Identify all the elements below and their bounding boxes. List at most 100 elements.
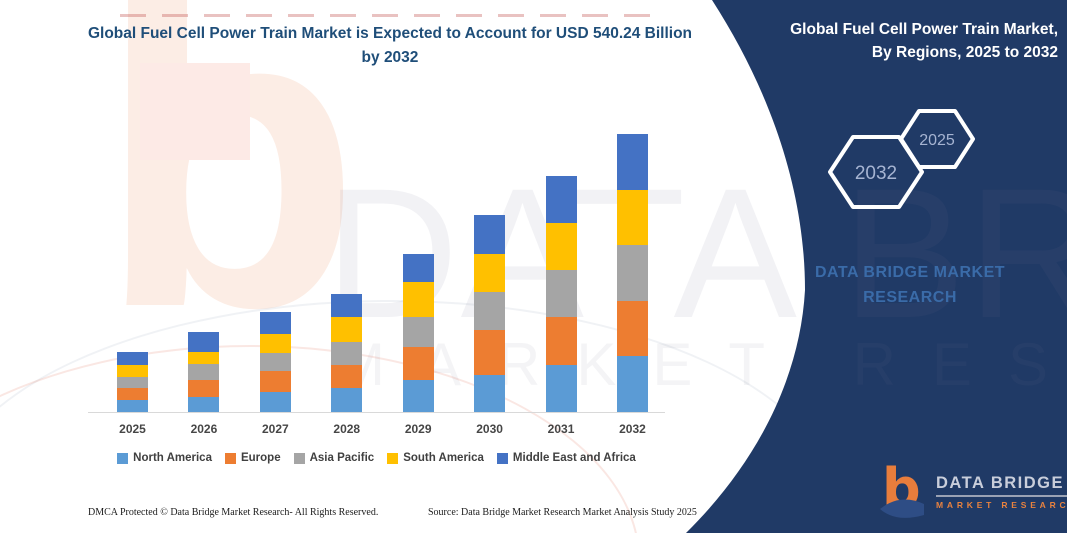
bar-segment-2029 <box>402 346 434 381</box>
bar-segment-2028 <box>331 388 363 412</box>
watermark-wordmark-sub: MARKET RESEARCH <box>335 331 1067 398</box>
panel-title-line2: By Regions, 2025 to 2032 <box>871 44 1058 62</box>
bar-segment-2026 <box>188 396 220 412</box>
x-tick-2032: 2032 <box>619 422 646 436</box>
bar-segment-2028 <box>331 317 363 342</box>
bar-segment-2029 <box>402 316 434 347</box>
legend-swatch <box>117 452 129 464</box>
bar-segment-2028 <box>331 341 363 366</box>
legend-item: Middle East and Africa <box>496 452 636 464</box>
bar-segment-2032 <box>616 189 648 246</box>
chart-title: Global Fuel Cell Power Train Market is E… <box>87 25 693 67</box>
bar-2031 <box>545 175 577 412</box>
bar-segment-2032 <box>616 300 648 357</box>
databridge-logo: b DATA BRIDGE MARKET RESEARCH <box>878 463 1067 521</box>
bar-segment-2028 <box>331 365 363 389</box>
bar-segment-2025 <box>117 387 148 400</box>
panel-brand-line2: RESEARCH <box>863 288 957 306</box>
bar-segment-2032 <box>616 356 648 412</box>
bar-segment-2027 <box>259 312 291 334</box>
swoosh-shape <box>686 0 1067 533</box>
bar-2027 <box>259 312 291 412</box>
legend-item: Europe <box>224 452 281 464</box>
top-dashed-line <box>120 14 665 17</box>
legend-label: Middle East and Africa <box>512 452 636 464</box>
footer-source-text: Source: Data Bridge Market Research Mark… <box>428 507 697 518</box>
legend-swatch <box>224 452 236 464</box>
legend-label: North America <box>133 452 212 464</box>
logo-tagline: MARKET RESEARCH <box>936 500 1067 510</box>
bar-segment-2025 <box>117 377 148 388</box>
bar-segment-2031 <box>545 175 577 223</box>
bar-segment-2030 <box>474 374 506 412</box>
x-tick-2025: 2025 <box>119 422 146 436</box>
legend-item: Asia Pacific <box>293 452 375 464</box>
legend-label: Asia Pacific <box>309 452 375 464</box>
bar-segment-2026 <box>188 380 220 397</box>
x-tick-2029: 2029 <box>404 422 432 436</box>
logo-text: DATA BRIDGE MARKET RESEARCH <box>936 474 1067 510</box>
bar-segment-2029 <box>402 282 434 317</box>
x-tick-2031: 2031 <box>547 422 575 436</box>
bar-segment-2026 <box>188 363 220 381</box>
hexagon-2025-label: 2025 <box>919 132 955 149</box>
stacked-bar-chart: 2025 2026 2027 2028 2029 2030 2031 2032 North A… <box>88 128 665 464</box>
plot-area <box>88 128 665 413</box>
panel-brand-text: DATA BRIDGE MARKET RESEARCH <box>770 261 1050 311</box>
bar-2030 <box>474 214 506 412</box>
bar-2032 <box>616 133 648 412</box>
legend-swatch <box>496 452 508 464</box>
legend-swatch <box>387 452 399 464</box>
logo-swoosh <box>880 499 924 518</box>
bar-2029 <box>402 254 434 412</box>
bar-segment-2025 <box>117 364 148 378</box>
bar-2028 <box>331 294 363 412</box>
x-tick-2027: 2027 <box>261 422 289 436</box>
bar-segment-2026 <box>188 332 220 352</box>
legend-item: North America <box>117 452 212 464</box>
bar-segment-2032 <box>616 245 648 301</box>
x-axis-labels: 2025 2026 2027 2028 2029 2030 2031 2032 <box>88 422 665 436</box>
bar-segment-2027 <box>259 333 291 353</box>
watermark-wordmark: DATA BRIDGE <box>325 151 1067 357</box>
panel-title: Global Fuel Cell Power Train Market, By … <box>740 18 1058 65</box>
bar-segment-2025 <box>117 399 148 412</box>
bar-segment-2029 <box>402 254 434 283</box>
hexagon-2032-label: 2032 <box>855 163 897 184</box>
bar-segment-2031 <box>545 270 577 318</box>
legend-label: South America <box>403 452 484 464</box>
hexagon-2032 <box>828 135 924 209</box>
bar-segment-2025 <box>117 352 148 365</box>
databridge-logo-icon: b <box>880 463 924 520</box>
legend-label: Europe <box>240 452 281 464</box>
x-tick-2026: 2026 <box>190 422 218 436</box>
bar-segment-2032 <box>616 133 648 190</box>
legend-swatch <box>293 452 305 464</box>
legend-item: South America <box>387 452 484 464</box>
bar-segment-2030 <box>474 330 506 375</box>
bar-segment-2029 <box>402 380 434 412</box>
watermark-flag-shape <box>140 63 250 160</box>
x-tick-2030: 2030 <box>476 422 503 436</box>
bar-segment-2027 <box>259 391 291 412</box>
panel-brand-line1: DATA BRIDGE MARKET <box>814 264 1006 281</box>
panel-title-line1: Global Fuel Cell Power Train Market, <box>790 21 1058 38</box>
bar-segment-2031 <box>545 317 577 365</box>
bar-2025 <box>117 352 148 412</box>
x-tick-2028: 2028 <box>333 422 361 436</box>
footer-dmca-text: DMCA Protected © Data Bridge Market Rese… <box>88 507 379 518</box>
chart-legend: North America Europe Asia Pacific South Ame… <box>88 452 665 464</box>
bar-2026 <box>188 332 220 412</box>
hexagon-2025 <box>899 109 975 169</box>
logo-name: DATA BRIDGE <box>936 474 1067 497</box>
bar-segment-2030 <box>474 253 506 293</box>
bar-segment-2030 <box>474 214 506 254</box>
bar-segment-2027 <box>259 370 291 392</box>
year-hexagons: 2032 2025 <box>828 109 975 209</box>
bar-segment-2031 <box>545 222 577 271</box>
bar-segment-2027 <box>259 352 291 371</box>
bar-segment-2028 <box>331 294 363 318</box>
bar-segment-2026 <box>188 351 220 364</box>
